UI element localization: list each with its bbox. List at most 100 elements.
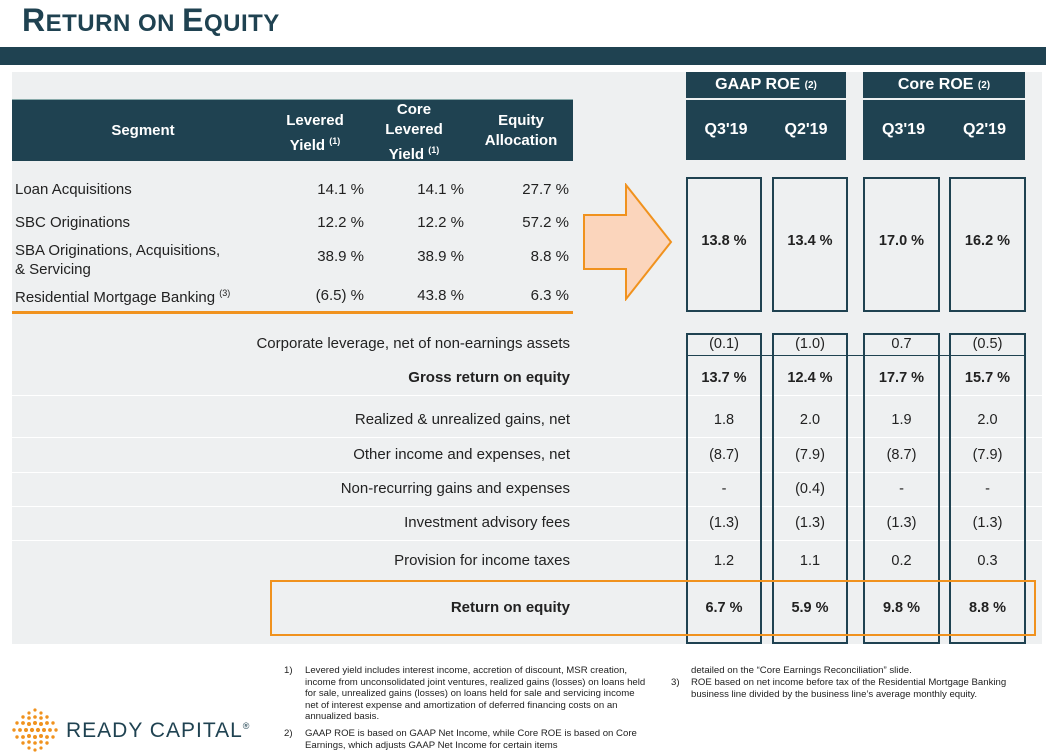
core-roe-header: Core ROE (2) <box>863 72 1025 98</box>
bridge-value: - <box>721 481 727 497</box>
bridge-value: 15.7 % <box>964 370 1011 386</box>
segment-roe-box <box>686 177 762 312</box>
segment-core: 12.2 % <box>417 214 464 231</box>
bridge-value: 9.8 % <box>882 600 921 616</box>
gaap-roe-header: GAAP ROE (2) <box>686 72 846 98</box>
segment-roe-value: 13.8 % <box>701 233 747 249</box>
bridge-label: Corporate leverage, net of non-earnings … <box>256 335 570 352</box>
segment-name: SBC Originations <box>15 214 131 231</box>
bridge-column <box>772 333 848 644</box>
header-core-levered-yield: Core Levered Yield (1) <box>385 101 443 163</box>
title-part: R <box>22 2 46 38</box>
title-part: ETURN ON <box>45 10 183 37</box>
segment-levered: 38.9 % <box>317 248 364 265</box>
segment-levered: 14.1 % <box>317 181 364 198</box>
bridge-value: (7.9) <box>795 447 825 463</box>
period-q2: Q2'19 <box>963 121 1006 138</box>
segment-table-header: Segment Levered Yield (1) Core Levered Yiel… <box>12 99 573 163</box>
bridge-value: 0.7 <box>891 336 912 352</box>
return-on-equity-highlight <box>270 580 1036 636</box>
segment-name: Residential Mortgage Banking (3) <box>15 288 231 306</box>
bridge-value: 0.3 <box>977 553 998 569</box>
bridge-value: (1.3) <box>886 515 917 531</box>
footnote-text: Levered yield includes interest income, … <box>305 665 646 723</box>
bridge-label: Realized & unrealized gains, net <box>354 411 570 428</box>
footnote-number: 2) <box>284 728 293 739</box>
footnote-number: 1) <box>284 665 293 676</box>
bridge-value: 1.9 <box>891 412 912 428</box>
segment-roe-box <box>772 177 848 312</box>
bridge-value: (0.5) <box>972 336 1003 352</box>
segment-equity: 27.7 % <box>522 181 569 198</box>
segment-core: 14.1 % <box>417 181 464 198</box>
bridge-value: 6.7 % <box>705 600 743 616</box>
segment-levered: 12.2 % <box>317 214 364 231</box>
bridge-value: (8.7) <box>886 447 917 463</box>
footnote-text: detailed on the “Core Earnings Reconcili… <box>691 665 912 676</box>
bridge-column <box>863 333 940 644</box>
bridge-value: 1.2 <box>713 553 735 569</box>
bridge-value: (1.3) <box>709 515 739 531</box>
header-equity-allocation: Equity Allocation <box>484 112 558 149</box>
title-part: QUITY <box>203 10 280 37</box>
core-period-header: Q3'19 Q2'19 <box>863 100 1025 160</box>
bridge-column <box>686 333 762 644</box>
bridge-label: Provision for income taxes <box>394 552 570 569</box>
footnote-text: ROE based on net income before tax of th… <box>691 677 1007 700</box>
bridge-column <box>949 333 1026 644</box>
bridge-value: 17.7 % <box>878 370 925 386</box>
bridge-value: (1.3) <box>795 515 825 531</box>
bridge-value: - <box>899 481 904 497</box>
segment-roe-box <box>863 177 940 312</box>
segment-roe-value: 17.0 % <box>878 233 925 249</box>
bridge-value: 12.4 % <box>787 370 833 386</box>
ready-capital-logo-text: READY CAPITAL® <box>66 719 251 742</box>
segment-core: 38.9 % <box>417 248 464 265</box>
bridge-label: Investment advisory fees <box>404 514 570 531</box>
bridge-value: 1.1 <box>799 553 821 569</box>
segment-equity: 6.3 % <box>530 287 569 304</box>
page-title: RETURN ON EQUITY <box>22 2 280 39</box>
ready-capital-logo-icon <box>12 708 58 752</box>
header-segment: Segment <box>111 122 175 139</box>
bridge-value: 2.0 <box>977 412 998 428</box>
bridge-value: 8.8 % <box>968 600 1007 616</box>
bridge-label: Gross return on equity <box>408 369 570 386</box>
footnote-number: 3) <box>671 677 680 688</box>
period-q3: Q3'19 <box>882 121 925 138</box>
bridge-label: Non-recurring gains and expenses <box>340 480 570 497</box>
segment-roe-value: 16.2 % <box>964 233 1011 249</box>
bridge-label: Return on equity <box>450 599 570 616</box>
segment-levered: (6.5) % <box>315 287 364 304</box>
bridge-value: 1.8 <box>713 412 735 428</box>
segment-name: SBA Originations, Acquisitions, & Servici… <box>15 242 221 278</box>
table-background <box>12 72 680 644</box>
bridge-value: (1.0) <box>795 336 825 352</box>
segment-equity: 8.8 % <box>530 248 569 265</box>
bridge-value: (1.3) <box>972 515 1003 531</box>
period-q3: Q3'19 <box>704 121 748 138</box>
title-part: E <box>182 2 204 38</box>
segment-divider <box>12 311 573 314</box>
segment-name: Loan Acquisitions <box>15 181 132 198</box>
bridge-value: 13.7 % <box>701 370 747 386</box>
bridge-value: - <box>985 481 990 497</box>
bridge-value: (8.7) <box>709 447 739 463</box>
bridge-value: (7.9) <box>972 447 1003 463</box>
header-levered-yield: Levered Yield (1) <box>286 112 344 154</box>
bridge-value: (0.4) <box>795 481 825 497</box>
segment-equity: 57.2 % <box>522 214 569 231</box>
title-bar <box>0 47 1046 65</box>
segment-core: 43.8 % <box>417 287 464 304</box>
segment-roe-box <box>949 177 1026 312</box>
bridge-value: 0.2 <box>891 553 912 569</box>
bridge-value: 5.9 % <box>791 600 829 616</box>
footnote-text: GAAP ROE is based on GAAP Net Income, wh… <box>305 728 637 751</box>
bridge-divider <box>686 355 1026 356</box>
segment-roe-value: 13.4 % <box>787 233 833 249</box>
right-arrow-icon <box>583 183 673 301</box>
roe-background <box>680 72 1042 644</box>
gaap-period-header: Q3'19 Q2'19 <box>686 100 846 160</box>
bridge-value: 2.0 <box>799 412 821 428</box>
period-q2: Q2'19 <box>784 121 828 138</box>
